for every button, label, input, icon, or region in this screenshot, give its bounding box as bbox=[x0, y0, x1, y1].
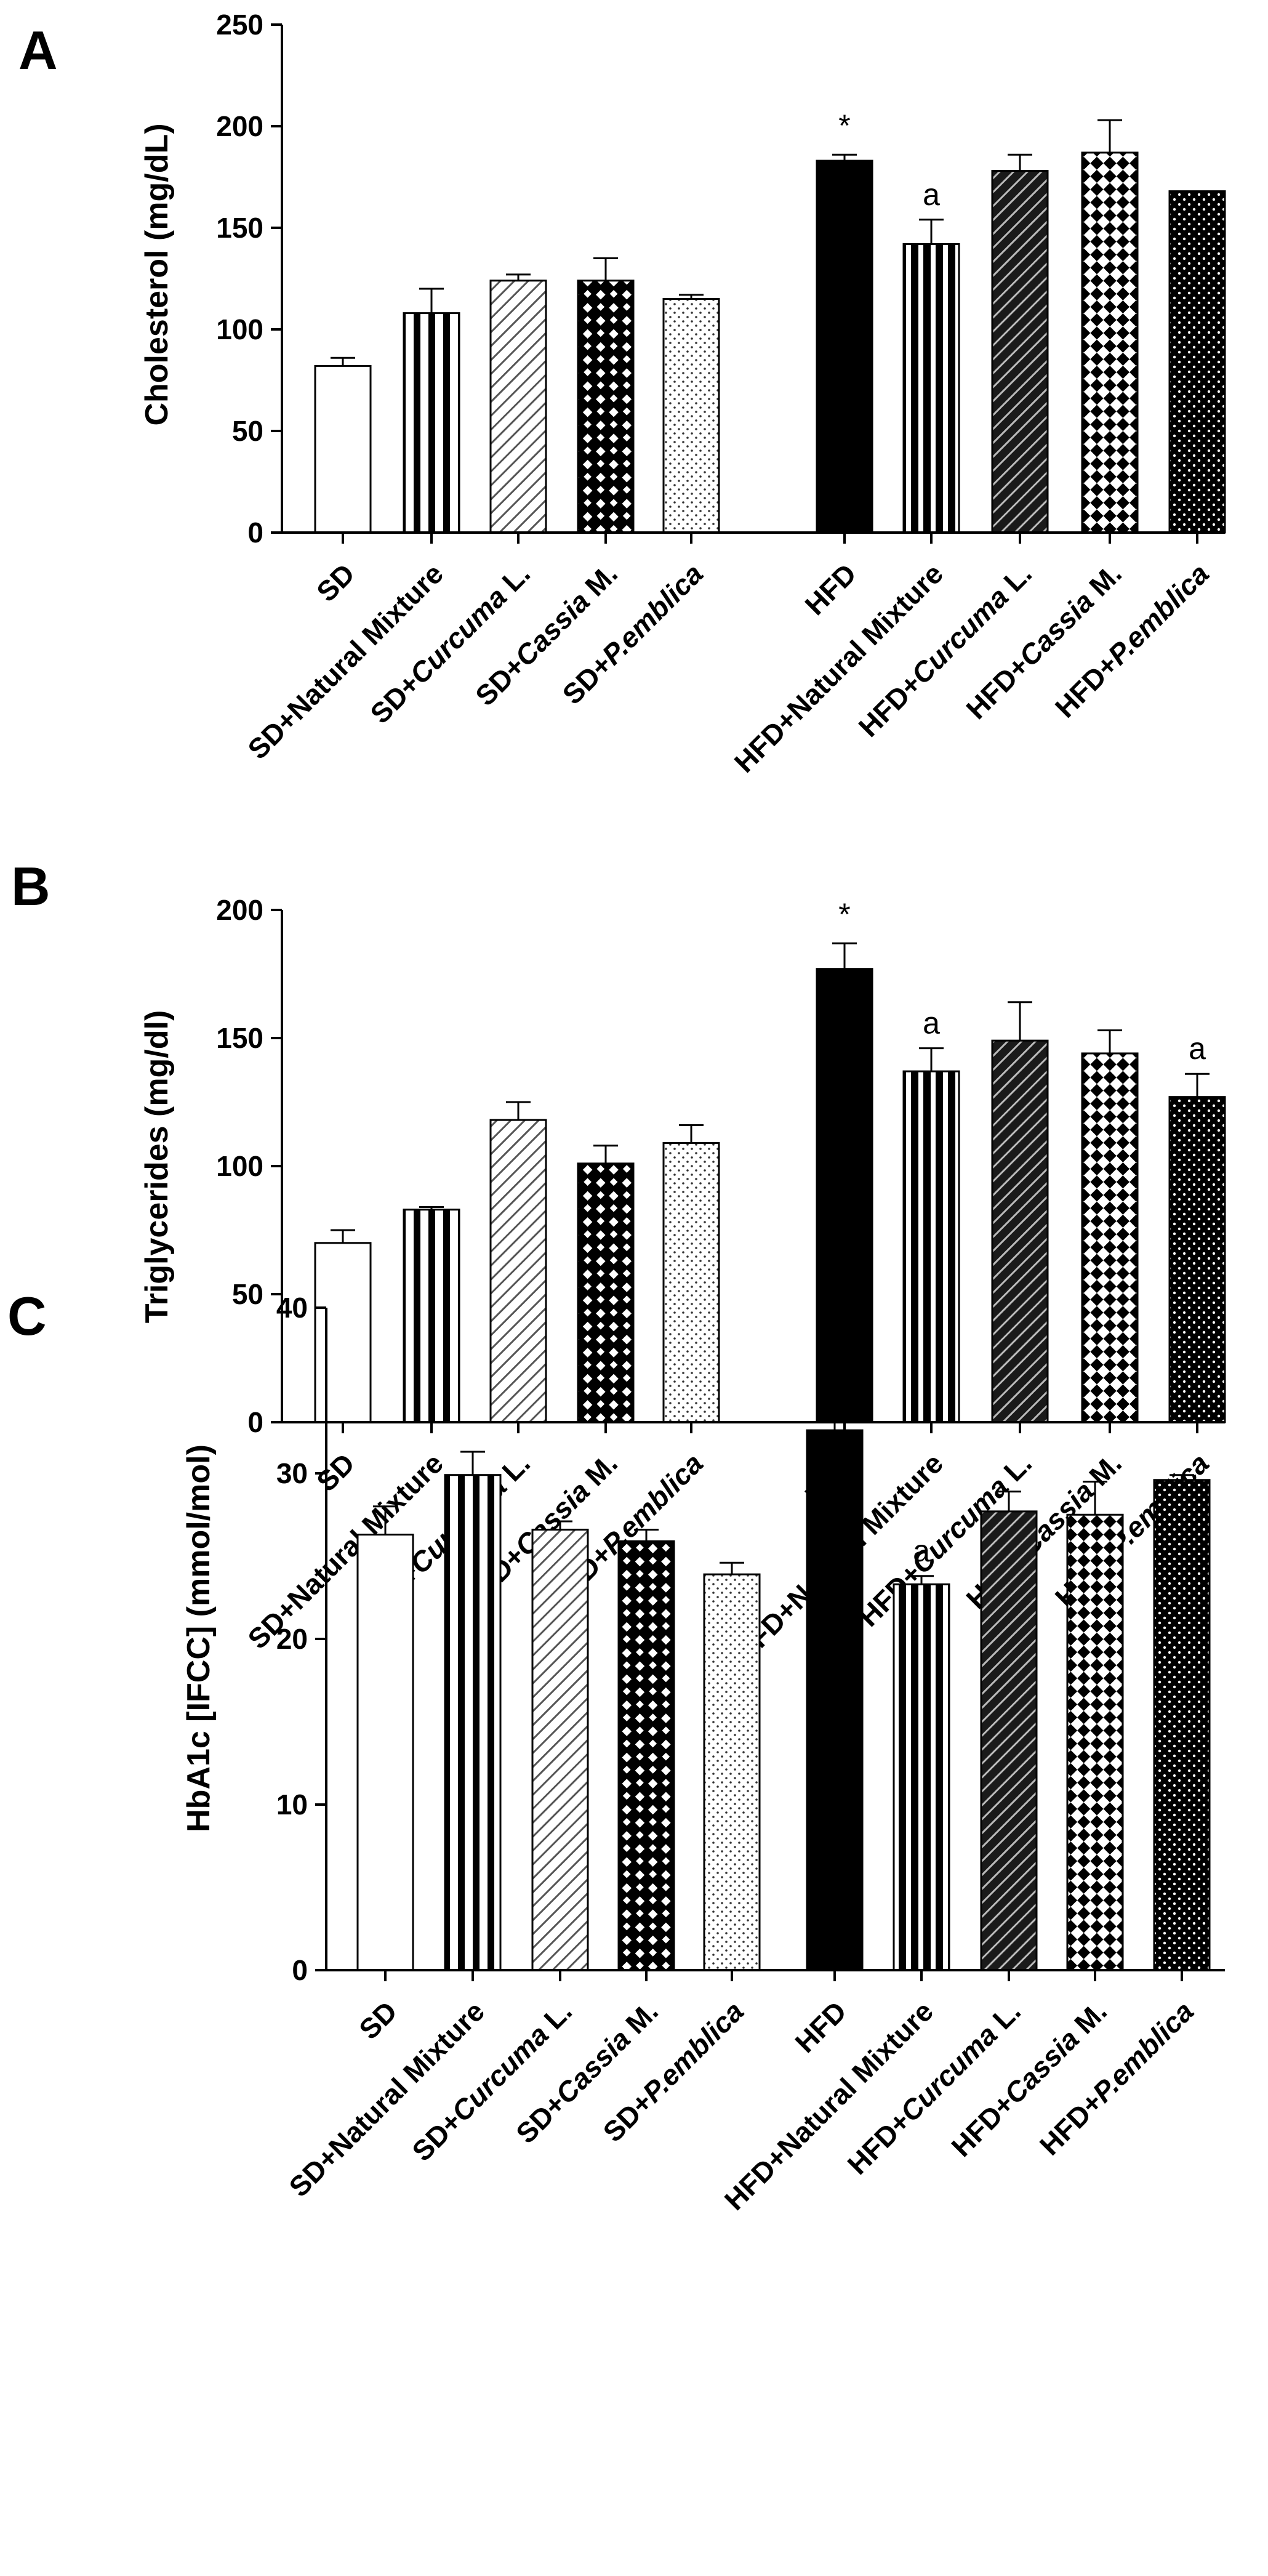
x-tick-label: SD bbox=[353, 1995, 403, 2045]
significance-letter: a bbox=[923, 1006, 940, 1040]
significance-letter: a bbox=[1189, 1031, 1206, 1066]
y-tick-label: 50 bbox=[232, 1278, 263, 1310]
bar-8 bbox=[980, 1510, 1038, 1971]
x-tick-label: SD+Curcuma L. bbox=[406, 1995, 578, 2167]
y-tick-label: 200 bbox=[216, 894, 263, 926]
x-tick-label: HFD+P.emblica bbox=[1033, 1995, 1200, 2161]
bar-1 bbox=[314, 364, 372, 534]
bar-10 bbox=[1153, 1479, 1211, 1971]
panel-c-y-axis-label: HbA1c [IFCC] (mmol/mol) bbox=[181, 1444, 217, 1832]
y-tick-label: 0 bbox=[247, 517, 263, 549]
x-tick-label: HFD+Cassia M. bbox=[960, 557, 1128, 725]
bar-8 bbox=[991, 170, 1049, 534]
bar-4 bbox=[617, 1540, 675, 1971]
significance-letter: a bbox=[923, 177, 940, 212]
bar-3 bbox=[489, 1119, 547, 1423]
panel-c: C HbA1c [IFCC] (mmol/mol) 0 10 20 30 40 SDSD… bbox=[7, 1286, 1225, 2216]
bar-7 bbox=[893, 1583, 950, 1971]
bar-9 bbox=[1081, 1052, 1139, 1423]
bar-10 bbox=[1168, 190, 1226, 534]
y-tick-label: 150 bbox=[216, 1022, 263, 1054]
bar-2 bbox=[444, 1474, 502, 1971]
x-tick-label: SD bbox=[310, 557, 361, 608]
bar-7 bbox=[902, 243, 960, 534]
bar-9 bbox=[1066, 1513, 1124, 1971]
panel-b-y-axis-label: Triglycerides (mg/dl) bbox=[139, 1010, 175, 1324]
significance-letter: a bbox=[913, 1534, 930, 1568]
y-tick-label: 20 bbox=[276, 1623, 308, 1655]
y-tick-label: 40 bbox=[276, 1292, 308, 1324]
significance-asterisk: * bbox=[838, 108, 850, 143]
y-tick-label: 10 bbox=[276, 1789, 308, 1821]
x-tick-label: HFD bbox=[788, 1995, 853, 2059]
y-tick-label: 250 bbox=[216, 9, 263, 41]
bar-3 bbox=[489, 280, 547, 534]
y-tick-label: 200 bbox=[216, 110, 263, 142]
bar-5 bbox=[662, 1142, 720, 1423]
panel-c-label: C bbox=[7, 1286, 47, 1346]
x-tick-label: HFD+Curcuma L. bbox=[853, 557, 1038, 743]
y-tick-label: 30 bbox=[276, 1457, 308, 1489]
y-tick-label: 100 bbox=[216, 1150, 263, 1182]
x-tick-label: HFD bbox=[798, 557, 862, 621]
y-tick-label: 0 bbox=[247, 1406, 263, 1438]
bar-7 bbox=[902, 1070, 960, 1423]
y-tick-label: 50 bbox=[232, 415, 263, 447]
panel-a-y-axis-label: Cholesterol (mg/dL) bbox=[139, 123, 175, 425]
bar-5 bbox=[662, 298, 720, 534]
significance-asterisk: * bbox=[829, 1369, 840, 1404]
panel-a-label: A bbox=[18, 20, 58, 81]
y-tick-label: 100 bbox=[216, 313, 263, 345]
bar-4 bbox=[577, 280, 635, 534]
bar-9 bbox=[1081, 151, 1139, 534]
x-tick-label: HFD+P.emblica bbox=[1049, 557, 1215, 723]
bar-2 bbox=[403, 1209, 460, 1423]
bar-10 bbox=[1168, 1096, 1226, 1423]
x-tick-label: SD+Curcuma L. bbox=[364, 557, 536, 730]
bar-4 bbox=[577, 1162, 635, 1423]
bar-1 bbox=[356, 1534, 414, 1971]
bar-6 bbox=[806, 1429, 864, 1971]
panel-a: A Cholesterol (mg/dL) 0 50 100 150 200 250 SD… bbox=[18, 9, 1226, 779]
bar-1 bbox=[314, 1242, 372, 1423]
y-tick-label: 150 bbox=[216, 212, 263, 244]
significance-asterisk: * bbox=[838, 897, 850, 932]
y-tick-label: 0 bbox=[292, 1954, 308, 1986]
x-tick-label: HFD+Cassia M. bbox=[945, 1995, 1113, 2163]
bar-5 bbox=[703, 1573, 761, 1971]
bar-6 bbox=[816, 968, 873, 1423]
panel-b-label: B bbox=[11, 856, 50, 917]
bar-2 bbox=[403, 312, 460, 534]
bar-3 bbox=[531, 1528, 589, 1971]
bar-6 bbox=[816, 159, 873, 534]
bar-8 bbox=[991, 1039, 1049, 1423]
